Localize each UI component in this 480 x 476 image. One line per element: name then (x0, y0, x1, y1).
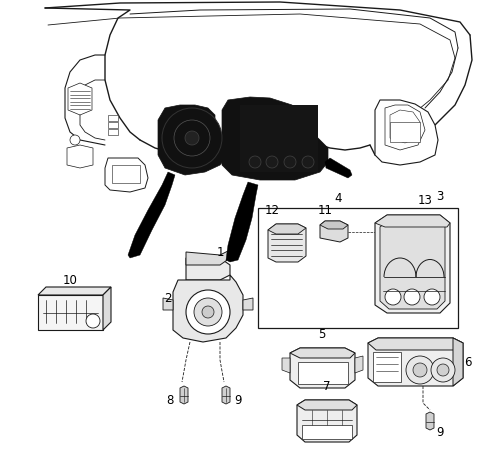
Polygon shape (38, 287, 111, 295)
Circle shape (284, 156, 296, 168)
Circle shape (162, 108, 222, 168)
Polygon shape (103, 287, 111, 330)
Polygon shape (105, 158, 148, 192)
Polygon shape (268, 224, 306, 234)
Text: 12: 12 (264, 204, 279, 217)
Circle shape (185, 131, 199, 145)
Text: 8: 8 (166, 394, 174, 407)
Polygon shape (453, 338, 463, 386)
Bar (258, 208, 458, 328)
Polygon shape (375, 100, 438, 165)
Circle shape (86, 314, 100, 328)
Polygon shape (375, 215, 450, 227)
Bar (112, 165, 140, 183)
Text: 9: 9 (234, 394, 242, 407)
Polygon shape (158, 105, 228, 175)
Bar (302, 425, 352, 439)
Circle shape (431, 358, 455, 382)
Polygon shape (426, 412, 434, 430)
Text: 4: 4 (334, 191, 342, 205)
Polygon shape (243, 298, 253, 310)
Polygon shape (320, 221, 348, 242)
Text: 13: 13 (418, 195, 432, 208)
Polygon shape (355, 356, 363, 373)
Polygon shape (325, 158, 352, 178)
Bar (373, 352, 401, 382)
Circle shape (70, 135, 80, 145)
Polygon shape (297, 400, 357, 442)
Polygon shape (375, 215, 450, 313)
Circle shape (406, 356, 434, 384)
Circle shape (413, 363, 427, 377)
Polygon shape (186, 250, 230, 265)
Circle shape (186, 290, 230, 334)
Polygon shape (186, 258, 230, 280)
Circle shape (424, 289, 440, 305)
Circle shape (302, 156, 314, 168)
Polygon shape (173, 275, 243, 342)
Text: 2: 2 (164, 291, 172, 305)
Circle shape (266, 156, 278, 168)
Polygon shape (222, 97, 328, 180)
Polygon shape (108, 115, 118, 121)
Polygon shape (108, 129, 118, 135)
Polygon shape (290, 348, 355, 388)
Text: 3: 3 (436, 189, 444, 202)
Text: 7: 7 (323, 379, 331, 393)
Circle shape (385, 289, 401, 305)
Bar (390, 122, 420, 142)
Text: 5: 5 (318, 327, 326, 340)
Polygon shape (67, 145, 93, 168)
Text: 9: 9 (436, 426, 444, 438)
Bar (298, 362, 348, 384)
Text: 10: 10 (62, 275, 77, 288)
Polygon shape (368, 338, 463, 386)
Polygon shape (240, 105, 318, 172)
Polygon shape (222, 386, 230, 404)
Polygon shape (282, 358, 290, 373)
Polygon shape (290, 348, 355, 358)
Polygon shape (297, 400, 357, 410)
Polygon shape (385, 105, 425, 150)
Polygon shape (128, 172, 175, 258)
Polygon shape (368, 338, 463, 350)
Circle shape (437, 364, 449, 376)
Polygon shape (320, 221, 348, 229)
Text: 6: 6 (464, 357, 472, 369)
Text: 1: 1 (216, 246, 224, 258)
Polygon shape (68, 83, 92, 115)
Polygon shape (268, 224, 306, 262)
Circle shape (404, 289, 420, 305)
Polygon shape (108, 122, 118, 128)
Circle shape (249, 156, 261, 168)
Text: 11: 11 (317, 204, 333, 217)
Polygon shape (163, 298, 173, 310)
Polygon shape (180, 386, 188, 404)
Polygon shape (38, 295, 103, 330)
Polygon shape (226, 182, 258, 262)
Polygon shape (380, 220, 445, 309)
Polygon shape (390, 110, 420, 143)
Circle shape (202, 306, 214, 318)
Circle shape (194, 298, 222, 326)
